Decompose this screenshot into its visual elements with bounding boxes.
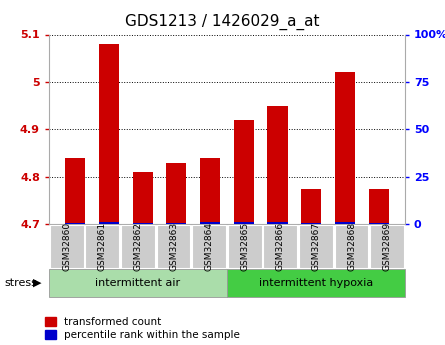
Bar [301, 223, 321, 224]
Bar [335, 72, 355, 224]
Bar [200, 222, 220, 224]
Bar [267, 222, 287, 224]
Text: GSM32866: GSM32866 [276, 222, 285, 271]
Bar [99, 222, 119, 224]
Bar [133, 223, 153, 224]
Text: GSM32865: GSM32865 [240, 222, 249, 271]
Bar [267, 106, 287, 224]
Text: GSM32861: GSM32861 [98, 222, 107, 271]
Text: intermittent air: intermittent air [95, 278, 181, 288]
Text: GSM32860: GSM32860 [62, 222, 71, 271]
Bar [234, 222, 254, 224]
Bar [133, 172, 153, 224]
Text: ▶: ▶ [33, 278, 42, 288]
Text: GSM32869: GSM32869 [383, 222, 392, 271]
Text: GSM32862: GSM32862 [134, 222, 142, 271]
Text: GDS1213 / 1426029_a_at: GDS1213 / 1426029_a_at [125, 14, 320, 30]
Bar [335, 222, 355, 224]
Bar [166, 162, 186, 224]
Bar [368, 223, 389, 224]
Text: GSM32867: GSM32867 [312, 222, 320, 271]
Bar [200, 158, 220, 224]
Text: stress: stress [4, 278, 37, 288]
Text: GSM32864: GSM32864 [205, 222, 214, 271]
Text: intermittent hypoxia: intermittent hypoxia [259, 278, 373, 288]
Bar [65, 158, 85, 224]
Bar [234, 120, 254, 224]
Text: GSM32868: GSM32868 [347, 222, 356, 271]
Bar [99, 44, 119, 224]
Bar [65, 223, 85, 224]
Text: GSM32863: GSM32863 [169, 222, 178, 271]
Bar [166, 223, 186, 224]
Bar [301, 189, 321, 224]
Bar [368, 189, 389, 224]
Legend: transformed count, percentile rank within the sample: transformed count, percentile rank withi… [45, 317, 240, 340]
